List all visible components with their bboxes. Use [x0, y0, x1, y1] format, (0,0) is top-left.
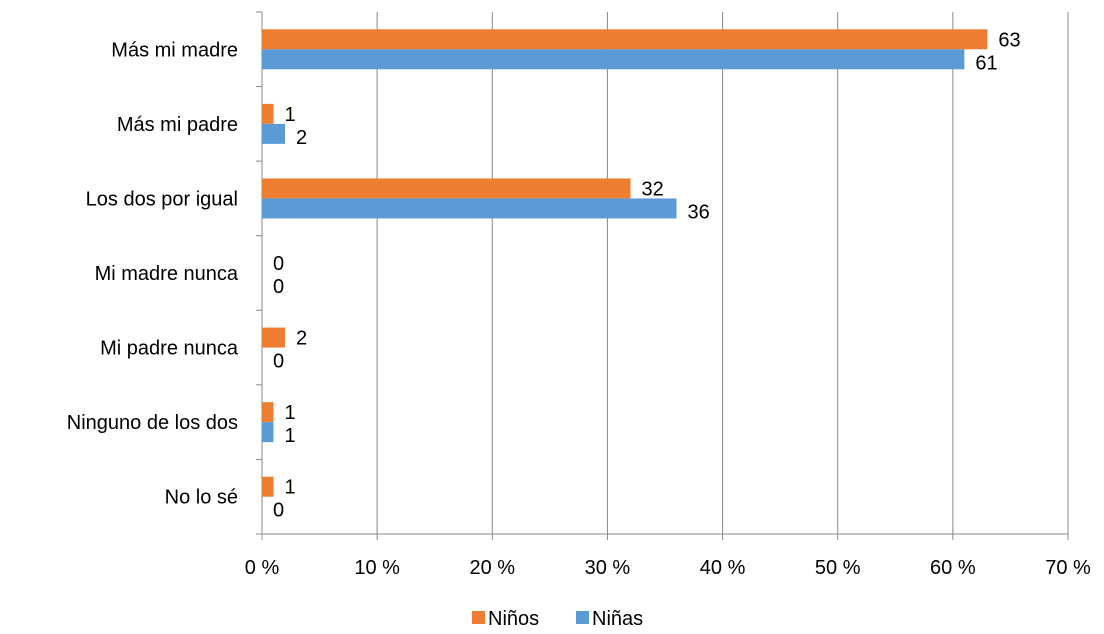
x-axis-ticks: 0 % 10 % 20 % 30 % 40 % 50 % 60 % 70 % — [245, 557, 1091, 579]
data-label: 1 — [285, 477, 296, 499]
x-tick-label: 10 % — [354, 557, 400, 579]
x-tick-label: 30 % — [585, 557, 631, 579]
x-tick-label: 0 % — [245, 557, 280, 579]
data-label: 0 — [273, 276, 284, 298]
category-label: Los dos por igual — [86, 188, 238, 210]
x-tick-label: 20 % — [469, 557, 515, 579]
category-label: No lo sé — [165, 487, 238, 509]
legend: Niños Niñas — [472, 608, 643, 630]
x-tick-label: 60 % — [930, 557, 976, 579]
data-label: 2 — [296, 127, 307, 149]
data-label: 36 — [688, 201, 710, 223]
bar-ninas — [262, 123, 286, 144]
bar-ninos — [262, 476, 274, 497]
category-label: Ninguno de los dos — [67, 412, 238, 434]
category-label: Más mi padre — [117, 114, 238, 136]
data-label: 1 — [285, 402, 296, 424]
legend-swatch — [472, 611, 485, 624]
bar-ninos — [262, 178, 631, 199]
category-labels: Más mi madre Más mi padre Los dos por igua… — [67, 39, 239, 508]
axes — [256, 11, 1069, 540]
category-label: Mi padre nunca — [100, 338, 239, 360]
data-label: 61 — [975, 52, 997, 74]
data-label: 0 — [273, 351, 284, 373]
bar-ninos — [262, 103, 274, 124]
bar-ninos — [262, 327, 286, 348]
bar-ninas — [262, 49, 965, 70]
data-label: 1 — [285, 425, 296, 447]
bars — [262, 29, 988, 497]
data-label: 2 — [296, 328, 307, 350]
x-tick-label: 70 % — [1045, 557, 1091, 579]
data-label: 0 — [273, 500, 284, 522]
bar-ninas — [262, 198, 677, 219]
category-label: Mi madre nunca — [95, 263, 239, 285]
x-tick-label: 50 % — [815, 557, 861, 579]
bar-ninas — [262, 422, 274, 443]
data-label: 0 — [273, 253, 284, 275]
data-label: 63 — [998, 29, 1020, 51]
x-tick-label: 40 % — [700, 557, 746, 579]
legend-swatch — [576, 611, 589, 624]
data-label: 32 — [641, 178, 663, 200]
category-label: Más mi madre — [111, 39, 238, 61]
bar-ninos — [262, 402, 274, 423]
gridlines — [376, 12, 1069, 534]
bar-ninos — [262, 29, 988, 50]
legend-label: Niñas — [592, 608, 643, 630]
data-label: 1 — [285, 104, 296, 126]
legend-label: Niños — [488, 608, 539, 630]
